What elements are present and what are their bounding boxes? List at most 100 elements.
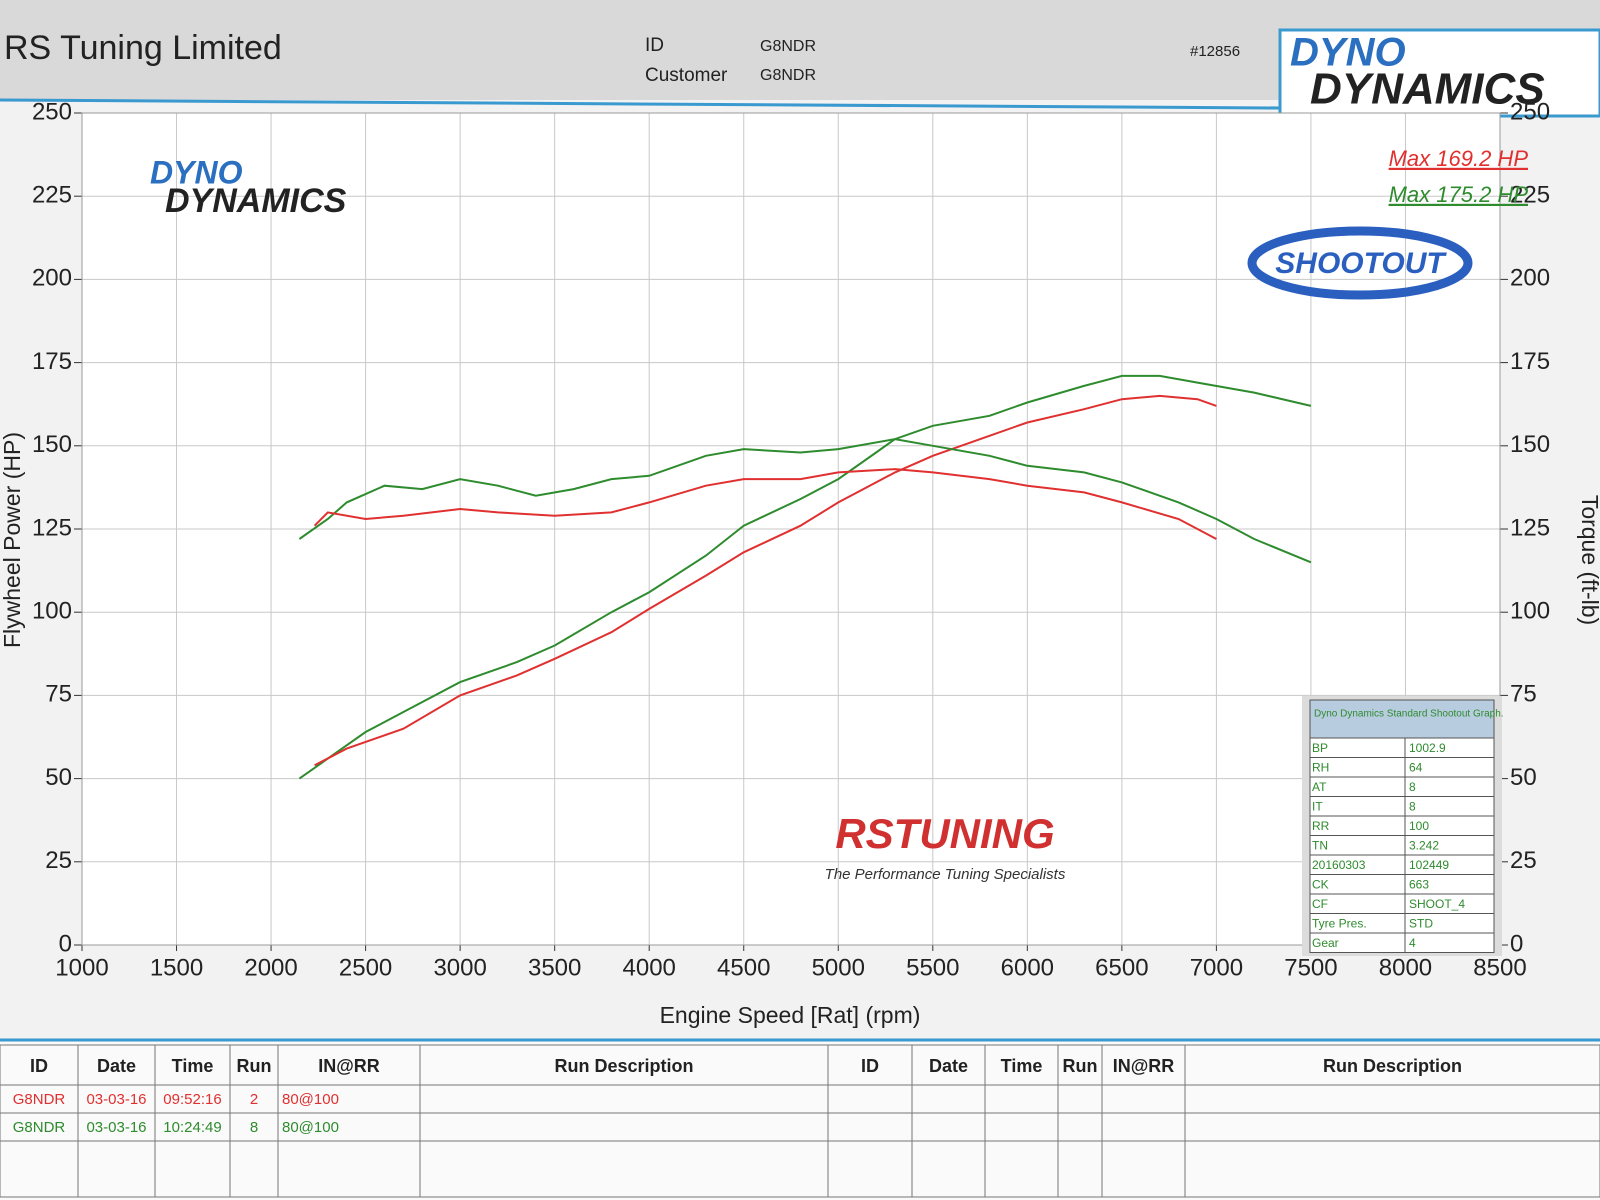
header-logo-top: DYNO xyxy=(1290,31,1406,75)
runs-cell: 80@100 xyxy=(282,1091,339,1108)
x-tick-label: 4500 xyxy=(717,954,770,981)
y2-tick-label: 50 xyxy=(1510,764,1537,791)
info-row xyxy=(1309,757,1495,778)
x-axis-title: Engine Speed [Rat] (rpm) xyxy=(660,1002,921,1028)
x-tick-label: 5000 xyxy=(812,954,865,981)
runs-header: Run xyxy=(237,1056,272,1076)
y-tick-label: 100 xyxy=(32,598,72,625)
runs-header: Date xyxy=(929,1056,968,1076)
y2-tick-label: 100 xyxy=(1510,598,1550,625)
max-annotation: Max 175.2 HP xyxy=(1389,182,1529,207)
header-rule xyxy=(0,98,1281,110)
y2-axis-title: Torque (ft-lb) xyxy=(1577,495,1600,625)
info-row xyxy=(1309,776,1495,797)
info-cell: TN xyxy=(1312,838,1328,852)
series-line xyxy=(298,374,1312,780)
info-cell: 4 xyxy=(1409,936,1416,950)
info-row xyxy=(1309,835,1495,856)
info-cell: Gear xyxy=(1312,936,1339,950)
rstuning-logo: RSTUNING xyxy=(835,810,1054,857)
runs-header: ID xyxy=(861,1056,879,1076)
y2-tick-label: 150 xyxy=(1510,431,1550,458)
info-cell: RH xyxy=(1312,760,1329,774)
y2-tick-label: 75 xyxy=(1510,681,1537,708)
y2-tick-label: 0 xyxy=(1510,930,1523,957)
runs-header: Run xyxy=(1063,1056,1098,1076)
info-cell: SHOOT_4 xyxy=(1409,897,1465,911)
y2-tick-label: 200 xyxy=(1510,265,1550,292)
info-cell: RR xyxy=(1312,819,1330,833)
x-tick-label: 2500 xyxy=(339,954,392,981)
runs-header: Time xyxy=(172,1056,214,1076)
info-row xyxy=(1309,815,1495,836)
info-row xyxy=(1309,737,1495,758)
series-line xyxy=(298,438,1312,564)
info-cell: 8 xyxy=(1409,780,1416,794)
runs-table: ID Date Time Run IN@RR Run Description ID Date T… xyxy=(0,1038,1600,1200)
info-cell: STD xyxy=(1409,916,1433,930)
header-logo-bottom: DYNAMICS xyxy=(1310,65,1545,114)
info-cell: CK xyxy=(1312,877,1329,891)
info-table: Dyno Dynamics Standard Shootout Graph. BP… xyxy=(1302,696,1504,956)
info-cell: BP xyxy=(1312,741,1328,755)
series-line xyxy=(313,468,1217,540)
runs-cell: G8NDR xyxy=(13,1119,66,1136)
runs-cell: 2 xyxy=(250,1091,258,1108)
runs-header: IN@RR xyxy=(1113,1056,1175,1076)
slogan: The Performance Tuning Specialists xyxy=(825,866,1066,883)
x-tick-label: 3000 xyxy=(433,954,486,981)
y2-tick-label: 25 xyxy=(1510,847,1537,874)
info-cell: 1002.9 xyxy=(1409,741,1446,755)
info-row xyxy=(1309,932,1495,953)
y-tick-label: 150 xyxy=(32,431,72,458)
x-tick-label: 8500 xyxy=(1473,954,1526,981)
x-tick-label: 7500 xyxy=(1284,954,1337,981)
y2-tick-label: 175 xyxy=(1510,348,1550,375)
info-cell: 3.242 xyxy=(1409,838,1439,852)
runs-cell: 03-03-16 xyxy=(86,1119,146,1136)
y-tick-label: 25 xyxy=(45,847,72,874)
plot-logo-bottom: DYNAMICS xyxy=(165,182,347,220)
x-tick-label: 4000 xyxy=(623,954,676,981)
y-tick-label: 225 xyxy=(32,182,72,209)
info-title: Dyno Dynamics Standard Shootout Graph. xyxy=(1314,709,1504,720)
y-tick-label: 200 xyxy=(32,265,72,292)
y2-tick-label: 125 xyxy=(1510,514,1550,541)
y-tick-label: 175 xyxy=(32,348,72,375)
info-cell: 8 xyxy=(1409,799,1416,813)
company: RS Tuning Limited xyxy=(4,29,282,67)
info-cell: AT xyxy=(1312,780,1327,794)
x-tick-label: 1000 xyxy=(55,954,108,981)
x-tick-label: 6500 xyxy=(1095,954,1148,981)
info-cell: Tyre Pres. xyxy=(1312,916,1367,930)
runs-cell: 8 xyxy=(250,1119,258,1136)
y-tick-label: 250 xyxy=(32,98,72,125)
plot-logo-top: DYNO xyxy=(150,154,243,190)
runs-header: ID xyxy=(30,1056,48,1076)
x-tick-label: 7000 xyxy=(1190,954,1243,981)
runs-header: IN@RR xyxy=(318,1056,380,1076)
y2-tick-label: 250 xyxy=(1510,98,1550,125)
runs-column xyxy=(1184,1044,1600,1198)
info-title-bg xyxy=(1309,699,1495,739)
shootout-logo: SHOOTOUT xyxy=(1275,247,1447,280)
max-annotation: Max 169.2 HP xyxy=(1389,146,1529,171)
id-label: ID xyxy=(645,35,664,56)
runs-cell: 10:24:49 xyxy=(163,1119,221,1136)
x-tick-label: 3500 xyxy=(528,954,581,981)
runs-cell: 03-03-16 xyxy=(86,1091,146,1108)
runs-cell: 09:52:16 xyxy=(163,1091,221,1108)
info-cell: 20160303 xyxy=(1312,858,1366,872)
info-cell: 100 xyxy=(1409,819,1429,833)
info-cell: CF xyxy=(1312,897,1328,911)
info-cell: IT xyxy=(1312,799,1323,813)
runs-header: Run Description xyxy=(1323,1056,1462,1076)
y-tick-label: 0 xyxy=(59,930,72,957)
runs-cell: G8NDR xyxy=(13,1091,66,1108)
x-tick-label: 1500 xyxy=(150,954,203,981)
customer-value: G8NDR xyxy=(760,67,816,84)
y-axis-title: Flywheel Power (HP) xyxy=(0,432,25,648)
runs-header: Date xyxy=(97,1056,136,1076)
info-row xyxy=(1309,893,1495,914)
